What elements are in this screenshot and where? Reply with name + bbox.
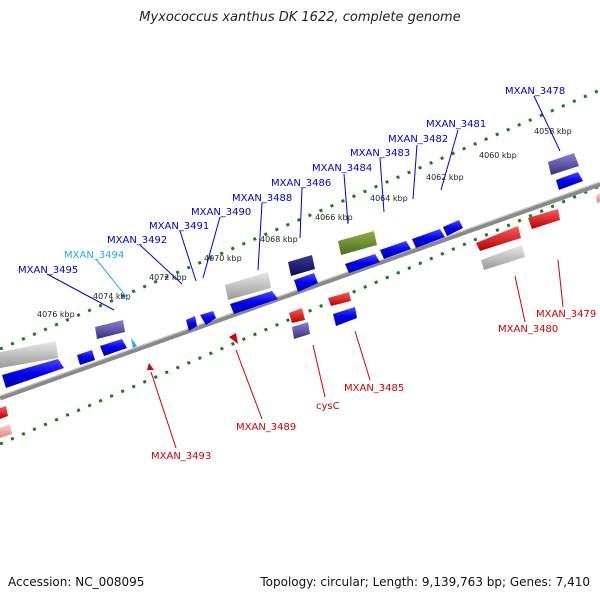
gene-block[interactable]: [0, 341, 58, 368]
leader-line: [46, 273, 115, 311]
gene-block[interactable]: [380, 241, 411, 259]
leader-line: [202, 216, 221, 279]
gene-label-cysc[interactable]: cysC: [316, 401, 340, 412]
gene-block[interactable]: [292, 322, 310, 339]
reverse-gene-blocks: [0, 193, 600, 438]
tick-label: 4058 kbp: [534, 127, 572, 136]
gene-block[interactable]: [481, 245, 525, 270]
gene-block[interactable]: [0, 406, 8, 419]
gene-block[interactable]: [2, 359, 64, 388]
gene-block[interactable]: [328, 292, 351, 306]
leader-line: [299, 187, 303, 239]
leader-line: [235, 349, 263, 420]
gene-label-mxan-3488[interactable]: MXAN_3488: [232, 193, 292, 204]
gene-block[interactable]: [596, 193, 600, 203]
gene-block[interactable]: [229, 333, 238, 344]
tick-label: 4068 kbp: [260, 235, 298, 244]
leader-line: [440, 129, 459, 191]
tick-label: 4072 kbp: [149, 273, 187, 282]
gene-label-mxan-3486[interactable]: MXAN_3486: [271, 178, 331, 189]
accession-label: Accession: NC_008095: [8, 575, 145, 589]
gene-label-mxan-3490[interactable]: MXAN_3490: [191, 207, 251, 218]
gene-label-mxan-3492[interactable]: MXAN_3492: [107, 235, 167, 246]
gene-block[interactable]: [225, 272, 271, 300]
gene-block[interactable]: [412, 229, 445, 248]
leader-line: [139, 244, 183, 285]
gene-block[interactable]: [147, 363, 154, 370]
gene-label-mxan-3494[interactable]: MXAN_3494: [64, 250, 124, 261]
tick-label: 4074 kbp: [93, 292, 131, 301]
tick-label: 4076 kbp: [37, 310, 75, 319]
leader-line: [343, 173, 349, 225]
gene-block[interactable]: [200, 311, 216, 325]
gene-block[interactable]: [333, 307, 357, 326]
gene-block[interactable]: [294, 273, 318, 292]
gene-label-mxan-3481[interactable]: MXAN_3481: [426, 119, 486, 130]
leader-line: [312, 344, 326, 398]
reverse-gene-labels: MXAN_3479 MXAN_3480 MXAN_3485 cysC MXAN_…: [150, 259, 596, 462]
gene-label-mxan-3482[interactable]: MXAN_3482: [388, 134, 448, 145]
gene-block[interactable]: [528, 209, 560, 229]
gene-label-mxan-3480[interactable]: MXAN_3480: [498, 324, 558, 335]
genome-summary: Topology: circular; Length: 9,139,763 bp…: [260, 575, 590, 589]
forward-tick-track: [0, 88, 600, 351]
gene-label-mxan-3489[interactable]: MXAN_3489: [236, 422, 296, 433]
leader-line: [150, 371, 177, 449]
gene-label-mxan-3478[interactable]: MXAN_3478: [505, 86, 565, 97]
forward-gene-labels: MXAN_3478 MXAN_3481 MXAN_3482 MXAN_3483 …: [18, 86, 565, 311]
map-title: Myxococcus xanthus DK 1622, complete gen…: [139, 10, 461, 25]
gene-block[interactable]: [95, 320, 125, 339]
leader-line: [379, 157, 385, 213]
gene-block[interactable]: [338, 231, 377, 255]
gene-label-mxan-3495[interactable]: MXAN_3495: [18, 265, 78, 276]
tick-label: 4070 kbp: [204, 254, 242, 263]
gene-label-mxan-3493[interactable]: MXAN_3493: [151, 451, 211, 462]
leader-line: [514, 275, 526, 323]
forward-gene-blocks: [0, 153, 583, 388]
leader-line: [257, 202, 263, 271]
gene-block[interactable]: [0, 424, 12, 438]
gene-label-mxan-3479[interactable]: MXAN_3479: [536, 309, 596, 320]
gene-block[interactable]: [556, 172, 583, 190]
tick-label: 4066 kbp: [315, 213, 353, 222]
tick-label: 4064 kbp: [370, 194, 408, 203]
gene-block[interactable]: [288, 255, 315, 276]
gene-label-mxan-3491[interactable]: MXAN_3491: [149, 221, 209, 232]
gene-label-mxan-3485[interactable]: MXAN_3485: [344, 383, 404, 394]
gene-block[interactable]: [100, 339, 127, 356]
leader-line: [412, 144, 418, 200]
gene-block[interactable]: [186, 316, 197, 331]
gene-block[interactable]: [476, 226, 521, 251]
gene-block[interactable]: [345, 254, 380, 273]
gene-block[interactable]: [131, 338, 137, 348]
gene-label-mxan-3483[interactable]: MXAN_3483: [350, 148, 410, 159]
leader-line: [179, 230, 197, 282]
gene-block[interactable]: [230, 291, 278, 314]
gene-block[interactable]: [443, 220, 463, 236]
gene-block[interactable]: [77, 350, 95, 365]
leader-line: [95, 258, 130, 301]
tick-label: 4060 kbp: [479, 151, 517, 160]
gene-label-mxan-3484[interactable]: MXAN_3484: [312, 163, 372, 174]
gene-block[interactable]: [289, 308, 305, 323]
leader-line: [533, 95, 561, 152]
gene-block[interactable]: [548, 153, 579, 175]
leader-line: [354, 330, 371, 381]
leader-line: [557, 259, 564, 308]
